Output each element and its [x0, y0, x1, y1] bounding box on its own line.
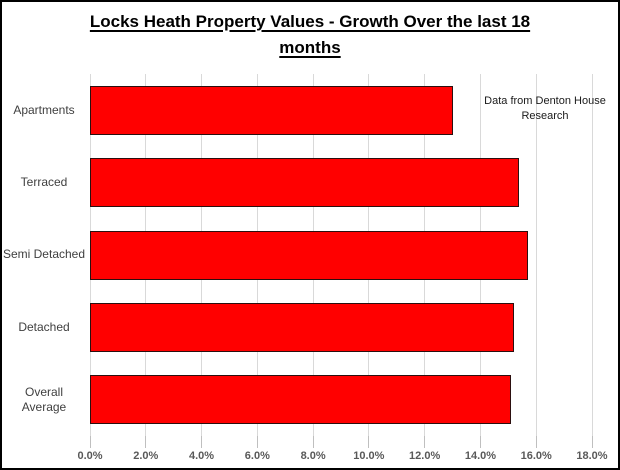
- chart-title: Locks Heath Property Values - Growth Ove…: [89, 12, 531, 57]
- axis-tick: [145, 436, 147, 448]
- axis-tick: [591, 436, 593, 448]
- axis-tick: [89, 436, 91, 448]
- x-tick-label: 10.0%: [353, 450, 385, 462]
- axis-tick: [256, 436, 258, 448]
- x-tick-label: 2.0%: [133, 450, 159, 462]
- title-area: Locks Heath Property Values - Growth Ove…: [2, 9, 618, 61]
- x-tick-label: 8.0%: [300, 450, 326, 462]
- bar-overall-average: [90, 375, 512, 425]
- x-tick-label: 18.0%: [576, 450, 608, 462]
- axis-tick: [201, 436, 203, 448]
- bar-detached: [90, 302, 514, 352]
- axis-tick: [368, 436, 370, 448]
- category-label-apartments: Apartments: [13, 102, 75, 117]
- x-tick-label: 6.0%: [244, 450, 270, 462]
- bar-apartments: [90, 85, 453, 135]
- bar-terraced: [90, 158, 520, 208]
- bar-semi-detached: [90, 230, 528, 280]
- category-label-detached: Detached: [18, 319, 70, 334]
- gridline: [591, 74, 593, 436]
- x-tick-label: 14.0%: [464, 450, 497, 462]
- category-label-overall-average: Overall Average: [21, 384, 67, 414]
- category-label-semi-detached: Semi Detached: [2, 247, 86, 262]
- x-tick-label: 12.0%: [409, 450, 441, 462]
- category-label-terraced: Terraced: [20, 175, 68, 190]
- axis-tick: [312, 436, 314, 448]
- x-tick-label: 0.0%: [77, 450, 103, 462]
- axis-tick: [424, 436, 426, 448]
- gridline: [535, 74, 537, 436]
- axis-tick: [535, 436, 537, 448]
- axis-tick: [479, 436, 481, 448]
- annotation-data-source: Data from Denton House Research: [484, 95, 606, 122]
- x-tick-label: 4.0%: [189, 450, 215, 462]
- x-tick-label: 16.0%: [520, 450, 552, 462]
